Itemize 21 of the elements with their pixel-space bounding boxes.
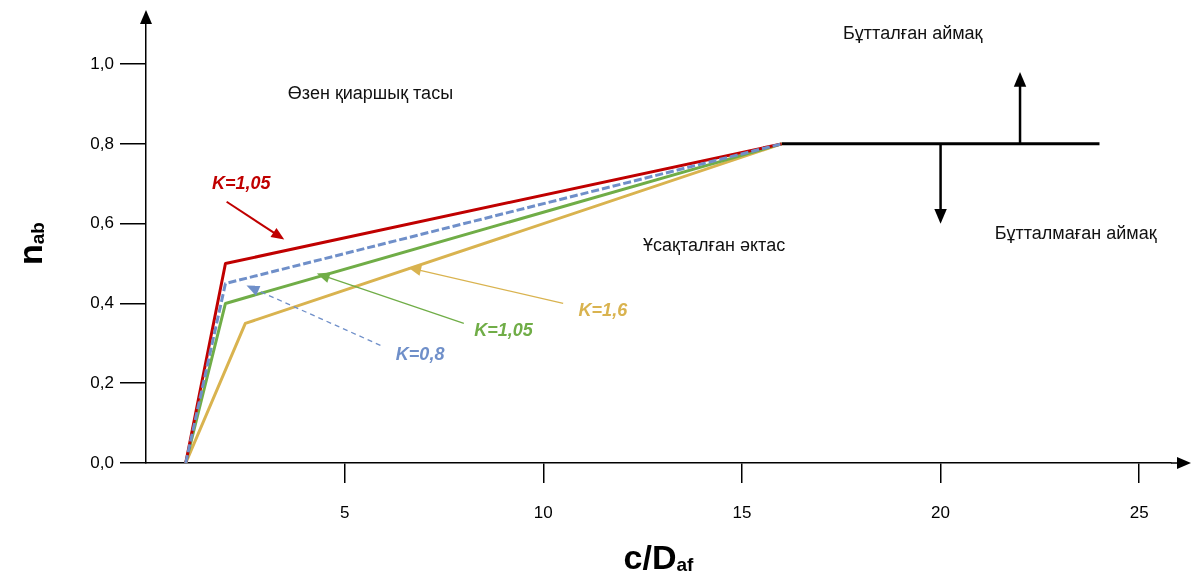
text: K=1,05 xyxy=(212,172,272,193)
annotation: Бұтталмаған аймақ xyxy=(994,222,1157,243)
annotation: Өзен қиаршық тасы xyxy=(287,82,454,103)
x-tick-label: 15 xyxy=(732,502,752,522)
y-tick-label: 1,0 xyxy=(90,53,114,73)
text: K=1,05 xyxy=(474,320,534,341)
x-tick-label: 10 xyxy=(533,502,553,522)
x-axis-title: c/Daf xyxy=(623,538,695,576)
y-tick-label: 0,4 xyxy=(90,293,114,313)
y-axis-title: nab xyxy=(11,222,49,266)
y-tick-label: 0,6 xyxy=(90,213,114,233)
x-tick-label: 5 xyxy=(339,502,350,522)
text: K=0,8 xyxy=(395,344,445,365)
annotation: Ұсақталған әктас xyxy=(643,234,786,255)
y-tick-label: 0,2 xyxy=(90,372,114,392)
y-tick-label: 0,0 xyxy=(90,452,114,472)
annotation: Бұтталған аймақ xyxy=(843,23,983,44)
text: K=1,6 xyxy=(578,300,629,321)
x-tick-label: 25 xyxy=(1129,502,1149,522)
x-tick-label: 20 xyxy=(931,502,951,522)
y-tick-label: 0,8 xyxy=(90,133,114,153)
